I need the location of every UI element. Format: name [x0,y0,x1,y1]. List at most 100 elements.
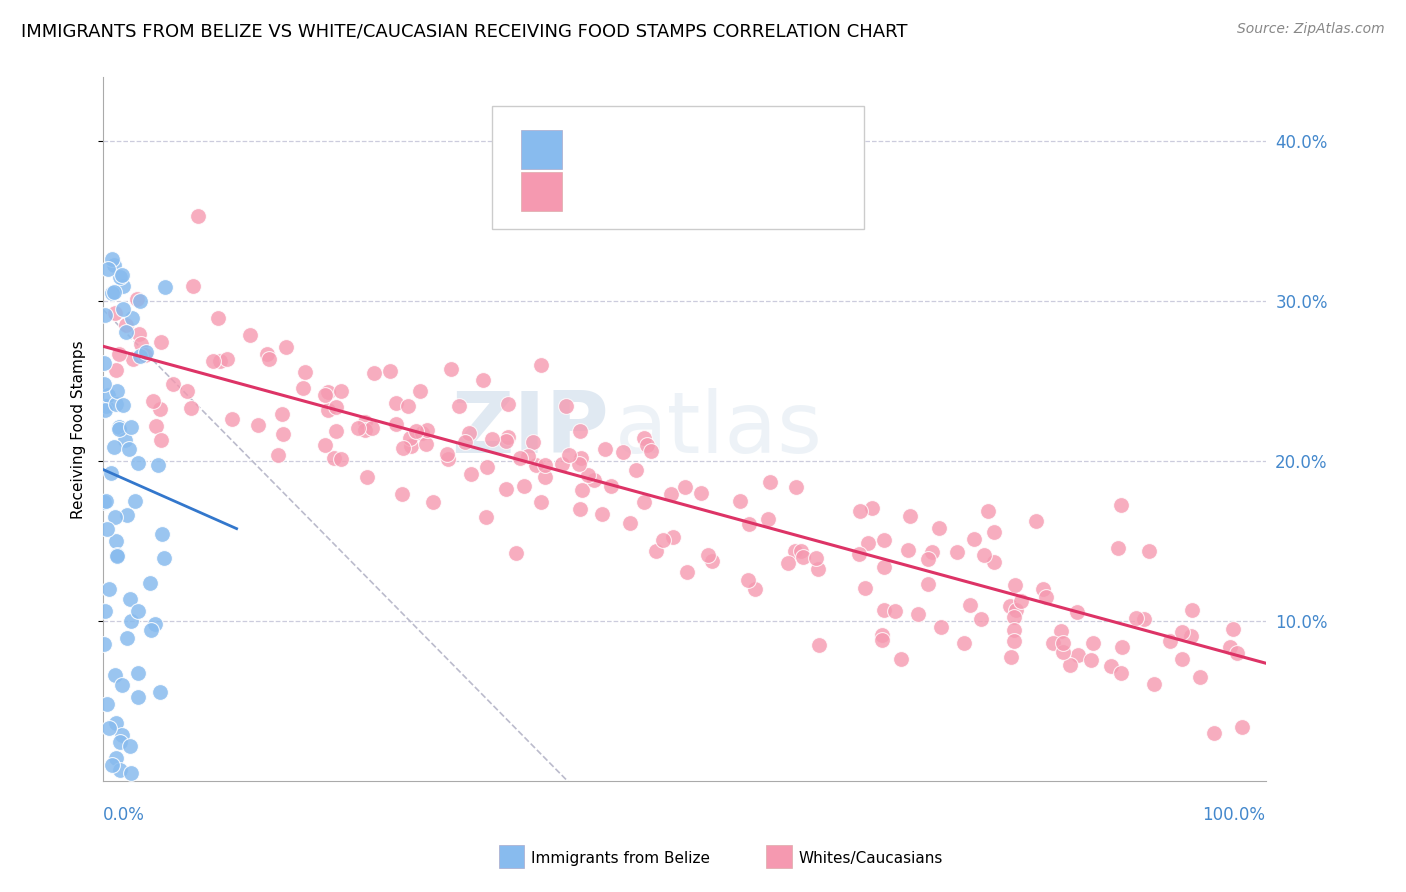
Point [149,684,172,698]
Point [873,603,896,617]
Point [316,403,339,417]
Point [150,527,173,541]
Point [217,352,239,367]
Point [460,467,482,481]
Point [257,351,280,366]
Point [323,450,346,465]
Point [100,466,122,480]
Point [533,458,555,472]
Point [98,582,121,596]
Text: 100.0%: 100.0% [1202,806,1265,824]
Point [690,486,713,500]
Point [118,442,141,456]
Point [124,493,146,508]
Point [1002,623,1025,637]
Point [1219,640,1241,655]
Point [422,495,444,509]
Point [898,509,921,524]
Point [530,494,553,508]
Point [659,486,682,500]
Y-axis label: Receiving Food Stamps: Receiving Food Stamps [72,340,86,519]
Point [505,546,527,560]
Point [274,340,297,354]
Point [115,325,138,339]
Point [524,458,547,473]
Point [522,434,544,449]
Point [409,384,432,399]
Point [1052,636,1074,650]
Point [208,354,231,368]
Point [122,352,145,367]
Point [1189,670,1212,684]
Point [472,373,495,387]
Point [353,415,375,429]
Point [977,504,1000,518]
Point [929,620,952,634]
Point [702,554,724,568]
Point [870,628,893,642]
Point [1171,624,1194,639]
Point [530,358,553,372]
Point [697,548,720,562]
Point [139,623,162,637]
Point [568,457,591,471]
Point [963,532,986,546]
Point [1010,594,1032,608]
Point [103,258,125,272]
Point [558,448,581,462]
Point [405,424,427,438]
Point [356,469,378,483]
Point [93,495,115,509]
Point [1005,603,1028,617]
Point [111,678,134,692]
Point [1042,636,1064,650]
Point [271,427,294,442]
Point [415,437,437,451]
Point [1137,544,1160,558]
Point [633,431,655,445]
Text: Immigrants from Belize: Immigrants from Belize [531,851,710,865]
Point [176,384,198,398]
Point [849,504,872,518]
Point [271,407,294,421]
Point [496,430,519,444]
Point [105,533,128,548]
Point [873,533,896,548]
Point [201,353,224,368]
Point [1109,498,1132,512]
FancyBboxPatch shape [522,130,562,169]
Point [115,631,138,645]
Point [127,456,149,470]
Point [399,431,422,445]
Point [1032,582,1054,596]
Point [1080,652,1102,666]
Point [1004,578,1026,592]
Point [96,522,118,536]
Point [108,422,131,436]
Point [848,547,870,561]
Point [959,598,981,612]
Point [292,381,315,395]
Point [207,311,229,326]
Point [744,582,766,597]
Point [921,545,943,559]
Point [127,666,149,681]
Point [1226,646,1249,660]
Point [513,479,536,493]
Point [104,668,127,682]
Point [783,543,806,558]
Point [453,434,475,449]
Point [1035,590,1057,604]
Text: R = -0.093  N =  69: R = -0.093 N = 69 [579,140,756,158]
Point [633,495,655,509]
Point [361,421,384,435]
Point [162,376,184,391]
Point [110,727,132,741]
Point [1171,652,1194,666]
Point [93,356,115,370]
Point [738,516,761,531]
Point [120,766,142,780]
Point [983,555,1005,569]
Point [105,549,128,563]
Point [104,363,127,377]
